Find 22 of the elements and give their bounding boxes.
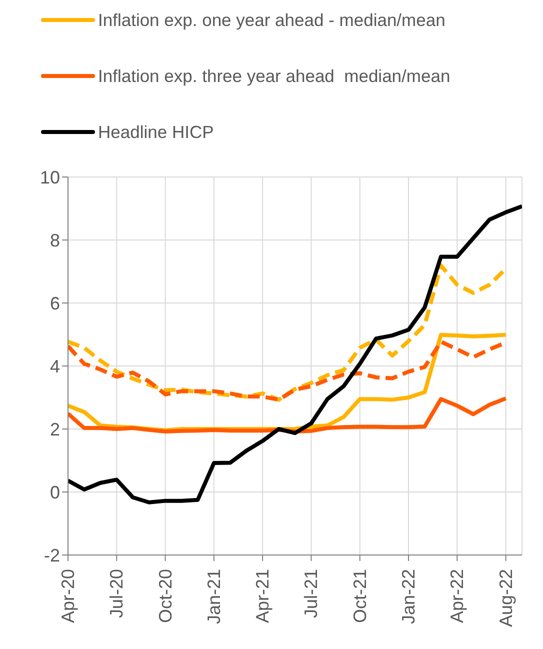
x-tick-label: Oct-21	[350, 569, 370, 624]
line-series	[68, 204, 522, 504]
line-series	[68, 396, 508, 434]
y-tick-label: 2	[50, 419, 60, 440]
legend-label: Inflation exp. three year ahead median/mean	[98, 66, 450, 86]
x-tick-label: Apr-22	[447, 569, 468, 624]
x-tick-label: Jan-22	[398, 569, 418, 624]
x-tick-label: Jan-21	[204, 569, 224, 624]
y-tick-label: -2	[44, 545, 60, 566]
x-tick-label: Oct-20	[155, 569, 176, 624]
x-tick-label: Aug-22	[496, 569, 516, 628]
x-tick-label: Apr-20	[58, 569, 78, 624]
y-tick-label: 0	[50, 482, 60, 502]
y-tick-label: 6	[50, 293, 60, 314]
x-tick-label: Apr-21	[252, 569, 273, 624]
legend-label: Inflation exp. one year ahead - median/mean	[98, 10, 446, 30]
y-tick-label: 10	[40, 167, 60, 188]
y-tick-label: 4	[50, 356, 60, 376]
x-tick-label: Jul-20	[106, 569, 127, 618]
x-tick-label: Jul-21	[301, 569, 322, 618]
y-tick-label: 8	[50, 230, 60, 250]
legend-label: Headline HICP	[98, 122, 214, 142]
